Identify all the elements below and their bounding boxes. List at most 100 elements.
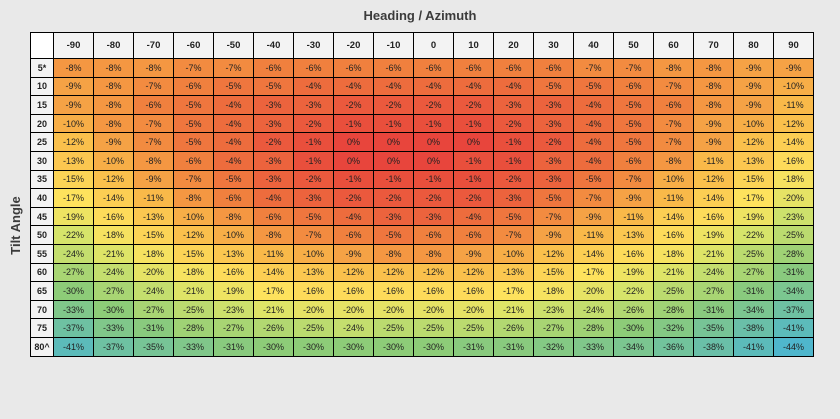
- heatmap-cell: -6%: [373, 58, 414, 78]
- heatmap-cell: -10%: [733, 113, 774, 134]
- heatmap-cell: -24%: [53, 243, 94, 264]
- heatmap-cell: -30%: [373, 336, 414, 357]
- heatmap-cell: -11%: [653, 188, 694, 208]
- table-row: 65 -30% -27% -24% -21% -19% -17% -16% -16% -16% -1…: [30, 281, 814, 301]
- heatmap-cell: -38%: [693, 336, 734, 357]
- table-row: 50 -22% -18% -15% -12% -10% -8% -7% -6% -5% -6% -6%…: [30, 225, 814, 245]
- heatmap-cell: -9%: [773, 58, 814, 78]
- table-row: 80^ -41% -37% -35% -33% -31% -30% -30% -30% -30% -…: [30, 336, 814, 357]
- heatmap-cell: -8%: [93, 95, 134, 115]
- heatmap-cell: -5%: [613, 132, 654, 152]
- heatmap-cell: -14%: [253, 262, 294, 283]
- heatmap-cell: 0%: [453, 132, 494, 152]
- heatmap-cell: -3%: [413, 206, 454, 227]
- heatmap-cell: -2%: [333, 95, 374, 115]
- heatmap-cell: -3%: [533, 95, 574, 115]
- heatmap-cell: -12%: [173, 225, 214, 245]
- heatmap-cell: -33%: [93, 318, 134, 338]
- heatmap-cell: -13%: [133, 206, 174, 227]
- heatmap-cell: -5%: [253, 76, 294, 97]
- heatmap-cell: -5%: [293, 206, 334, 227]
- heatmap-cell: -34%: [613, 336, 654, 357]
- heatmap-cell: -5%: [213, 76, 254, 97]
- heatmap-cell: -7%: [213, 58, 254, 78]
- heatmap-cell: -27%: [533, 318, 574, 338]
- y-tick-label: 70: [30, 299, 54, 320]
- table-row: 5* -8% -8% -8% -7% -7% -6% -6% -6% -6% -6% -6% -6% -6…: [30, 58, 814, 78]
- x-tick-label: 50: [613, 32, 654, 59]
- heatmap-cell: -21%: [173, 281, 214, 301]
- heatmap-cell: -6%: [613, 150, 654, 171]
- heatmap-cell: -8%: [93, 76, 134, 97]
- heatmap-cell: -25%: [173, 299, 214, 320]
- heatmap-cell: -3%: [253, 113, 294, 134]
- x-tick-label: 60: [653, 32, 694, 59]
- heatmap-cell: -3%: [493, 95, 534, 115]
- heatmap-cell: -8%: [213, 206, 254, 227]
- heatmap-cell: -6%: [613, 76, 654, 97]
- heatmap-cell: -6%: [253, 58, 294, 78]
- heatmap-cell: -28%: [573, 318, 614, 338]
- table-row: 30 -13% -10% -8% -6% -4% -3% -1% 0% 0% 0% -1% -1% -3%…: [30, 150, 814, 171]
- heatmap-cell: -5%: [573, 76, 614, 97]
- heatmap-cell: 0%: [333, 150, 374, 171]
- heatmap-cell: -17%: [493, 281, 534, 301]
- x-tick-label: 40: [573, 32, 614, 59]
- heatmap-cell: -8%: [53, 58, 94, 78]
- heatmap-cell: -25%: [373, 318, 414, 338]
- heatmap-cell: -16%: [213, 262, 254, 283]
- heatmap-cell: -11%: [133, 188, 174, 208]
- x-tick-label: -80: [93, 32, 134, 59]
- heatmap-cell: 0%: [333, 132, 374, 152]
- heatmap-cell: -15%: [53, 169, 94, 190]
- heatmap-cell: -14%: [653, 206, 694, 227]
- heatmap-cell: -7%: [653, 113, 694, 134]
- heatmap-cell: -21%: [493, 299, 534, 320]
- heatmap-cell: -27%: [693, 281, 734, 301]
- heatmap-cell: -23%: [213, 299, 254, 320]
- heatmap-cell: -1%: [293, 132, 334, 152]
- heatmap-cell: -25%: [413, 318, 454, 338]
- heatmap-cell: -25%: [293, 318, 334, 338]
- heatmap-cell: -5%: [533, 188, 574, 208]
- y-axis-label-wrap: Tilt Angle: [0, 32, 30, 419]
- heatmap-cell: -5%: [173, 132, 214, 152]
- heatmap-cell: -20%: [133, 262, 174, 283]
- table-row: 35 -15% -12% -9% -7% -5% -3% -2% -1% -1% -1% -1% -2%…: [30, 169, 814, 190]
- heatmap-cell: -4%: [573, 113, 614, 134]
- x-tick-label: -10: [373, 32, 414, 59]
- heatmap-cell: -10%: [213, 225, 254, 245]
- heatmap-cell: -30%: [613, 318, 654, 338]
- table-row: 40 -17% -14% -11% -8% -6% -4% -3% -2% -2% -2% -2% -3…: [30, 188, 814, 208]
- heatmap-cell: -16%: [773, 150, 814, 171]
- heatmap-cell: -20%: [573, 281, 614, 301]
- heatmap-cell: -34%: [773, 281, 814, 301]
- heatmap-cell: -31%: [453, 336, 494, 357]
- heatmap-cell: -16%: [453, 281, 494, 301]
- heatmap-cell: -4%: [253, 188, 294, 208]
- heatmap-cell: -8%: [173, 188, 214, 208]
- heatmap-cell: -20%: [773, 188, 814, 208]
- heatmap-cell: -31%: [733, 281, 774, 301]
- heatmap-cell: -25%: [733, 243, 774, 264]
- heatmap-cell: -38%: [733, 318, 774, 338]
- heatmap-cell: -27%: [213, 318, 254, 338]
- heatmap-cell: -33%: [573, 336, 614, 357]
- heatmap-cell: -8%: [693, 95, 734, 115]
- heatmap-cell: -26%: [613, 299, 654, 320]
- x-tick-label: 30: [533, 32, 574, 59]
- corner-cell: [30, 32, 54, 59]
- heatmap-cell: -7%: [133, 76, 174, 97]
- y-tick-label: 30: [30, 150, 54, 171]
- heatmap-cell: -4%: [573, 150, 614, 171]
- heatmap-cell: -3%: [533, 150, 574, 171]
- heatmap-cell: -1%: [453, 113, 494, 134]
- heatmap-cell: -2%: [453, 188, 494, 208]
- heatmap-cell: -41%: [773, 318, 814, 338]
- heatmap-cell: -5%: [613, 95, 654, 115]
- heatmap-cell: -12%: [693, 169, 734, 190]
- heatmap-cell: 0%: [373, 132, 414, 152]
- heatmap-cell: -8%: [133, 150, 174, 171]
- heatmap-cell: -34%: [733, 299, 774, 320]
- heatmap-cell: -25%: [453, 318, 494, 338]
